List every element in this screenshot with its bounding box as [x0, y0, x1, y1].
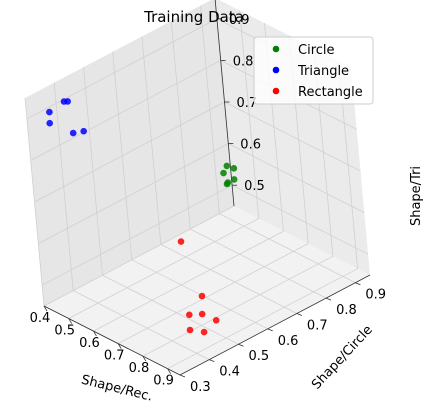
y-tick-label: 0.9	[365, 288, 386, 303]
y-tick-mark	[179, 374, 186, 378]
y-tick-mark	[355, 282, 361, 286]
x-tick-mark	[68, 318, 73, 324]
rectangle-point	[186, 326, 194, 334]
circle-point	[223, 162, 231, 170]
y-tick-label: 0.5	[248, 349, 269, 364]
circle-point	[224, 179, 232, 186]
rectangle-point	[198, 292, 206, 300]
y-gridline	[200, 5, 356, 284]
x-gridline	[167, 60, 359, 370]
x-tick-label: 0.8	[129, 361, 150, 376]
x-gridline	[118, 35, 309, 344]
z-tick-label: 0.8	[233, 54, 254, 69]
y-tick-label: 0.6	[278, 334, 299, 349]
triangle-point	[46, 108, 53, 116]
y-gridline	[112, 51, 268, 330]
x-tick-label: 0.4	[30, 311, 51, 326]
axis-panes	[25, 0, 370, 375]
y-gridline	[170, 21, 327, 299]
y-axis-line	[179, 274, 371, 376]
x-gridline	[68, 10, 260, 319]
floor-pane	[44, 206, 370, 375]
y-tick-label: 0.7	[307, 318, 328, 333]
x-tick-label: 0.7	[104, 349, 125, 364]
axis-edges	[43, 0, 371, 378]
triangle-point	[60, 98, 68, 105]
y-tick-mark	[326, 297, 332, 301]
triangle-point	[69, 129, 77, 137]
y-tick-label: 0.4	[219, 365, 240, 380]
tick-labels: 0.40.50.60.70.80.9 0.30.40.50.60.70.80.90…	[30, 13, 386, 395]
x-tick-label: 0.5	[54, 324, 75, 339]
legend: Circle Triangle Rectangle	[253, 36, 374, 105]
x-tick-mark	[167, 368, 171, 374]
y-tick-mark	[296, 313, 303, 316]
chart-title: Training Data	[143, 8, 244, 26]
legend-marker-rectangle	[272, 87, 280, 95]
z-tick-label: 0.5	[244, 179, 265, 194]
y-tick-label: 0.3	[190, 380, 211, 395]
rectangle-point	[212, 317, 220, 324]
x-tick-mark	[117, 343, 122, 349]
rectangle-point	[198, 310, 206, 318]
x-gridline	[142, 48, 334, 357]
y-tick-mark	[209, 359, 215, 362]
rectangle-point	[200, 328, 208, 336]
y-gridline	[53, 82, 210, 360]
y-tick-mark	[238, 343, 244, 347]
y-tick-label: 0.8	[336, 303, 357, 318]
x-tick-label: 0.9	[153, 374, 174, 389]
z-tick-label: 0.7	[237, 96, 258, 111]
rectangle-point	[186, 311, 193, 319]
legend-marker-circle	[272, 45, 280, 53]
x-axis-line	[43, 305, 181, 376]
y-gridline	[83, 67, 239, 345]
y-gridline	[141, 36, 298, 314]
z-tick-label: 0.9	[229, 13, 250, 28]
legend-label-circle: Circle	[298, 43, 335, 58]
x-tick-mark	[43, 305, 48, 312]
triangle-point	[80, 127, 87, 135]
x-tick-mark	[93, 330, 97, 337]
data-points	[46, 98, 238, 336]
z-tick-label: 0.6	[240, 138, 261, 153]
z-axis-label: Shape/Tri	[409, 166, 424, 226]
y-tick-mark	[267, 328, 273, 332]
triangle-point	[46, 119, 53, 127]
legend-box	[253, 36, 374, 105]
x-axis-label: Shape/Rec.	[80, 373, 154, 405]
side-pane	[25, 0, 234, 306]
circle-point	[220, 169, 227, 177]
legend-marker-triangle	[272, 66, 280, 74]
rectangle-point	[177, 238, 185, 245]
circle-point	[230, 165, 238, 172]
x-tick-mark	[142, 355, 147, 362]
legend-label-rectangle: Rectangle	[298, 85, 363, 100]
legend-label-triangle: Triangle	[297, 64, 349, 79]
circle-point	[230, 176, 238, 183]
x-tick-label: 0.6	[79, 336, 100, 351]
